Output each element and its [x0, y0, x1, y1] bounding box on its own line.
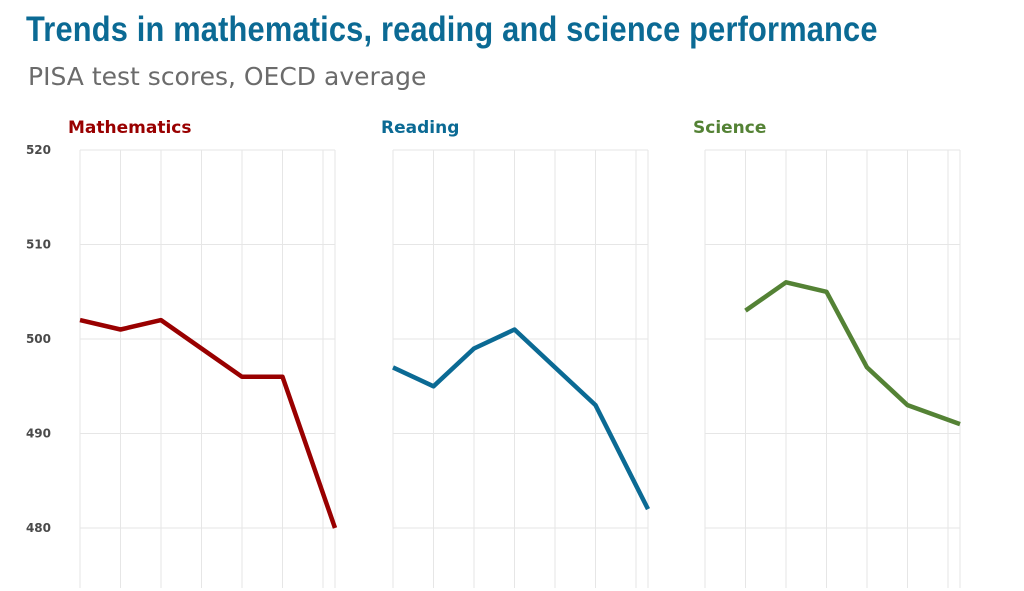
- panel-title-science: Science: [693, 118, 766, 138]
- series-line-science: [744, 280, 961, 427]
- y-tick-480: 480: [26, 521, 51, 535]
- y-tick-510: 510: [26, 238, 51, 252]
- series-line-reading: [392, 327, 651, 511]
- panel-titles: Mathematics Reading Science: [68, 118, 766, 138]
- y-tick-520: 520: [26, 143, 51, 157]
- series-lines: [79, 280, 961, 529]
- chart-subtitle: PISA test scores, OECD average: [28, 62, 427, 91]
- panel-title-reading: Reading: [381, 118, 459, 138]
- panel-title-mathematics: Mathematics: [68, 118, 191, 138]
- y-tick-500: 500: [26, 332, 51, 346]
- y-tick-490: 490: [26, 427, 51, 441]
- gridlines: [79, 149, 961, 588]
- chart-title: Trends in mathematics, reading and scien…: [26, 10, 878, 49]
- series-line-mathematics: [79, 317, 338, 529]
- y-axis-ticks: 480 490 500 510 520: [26, 143, 51, 535]
